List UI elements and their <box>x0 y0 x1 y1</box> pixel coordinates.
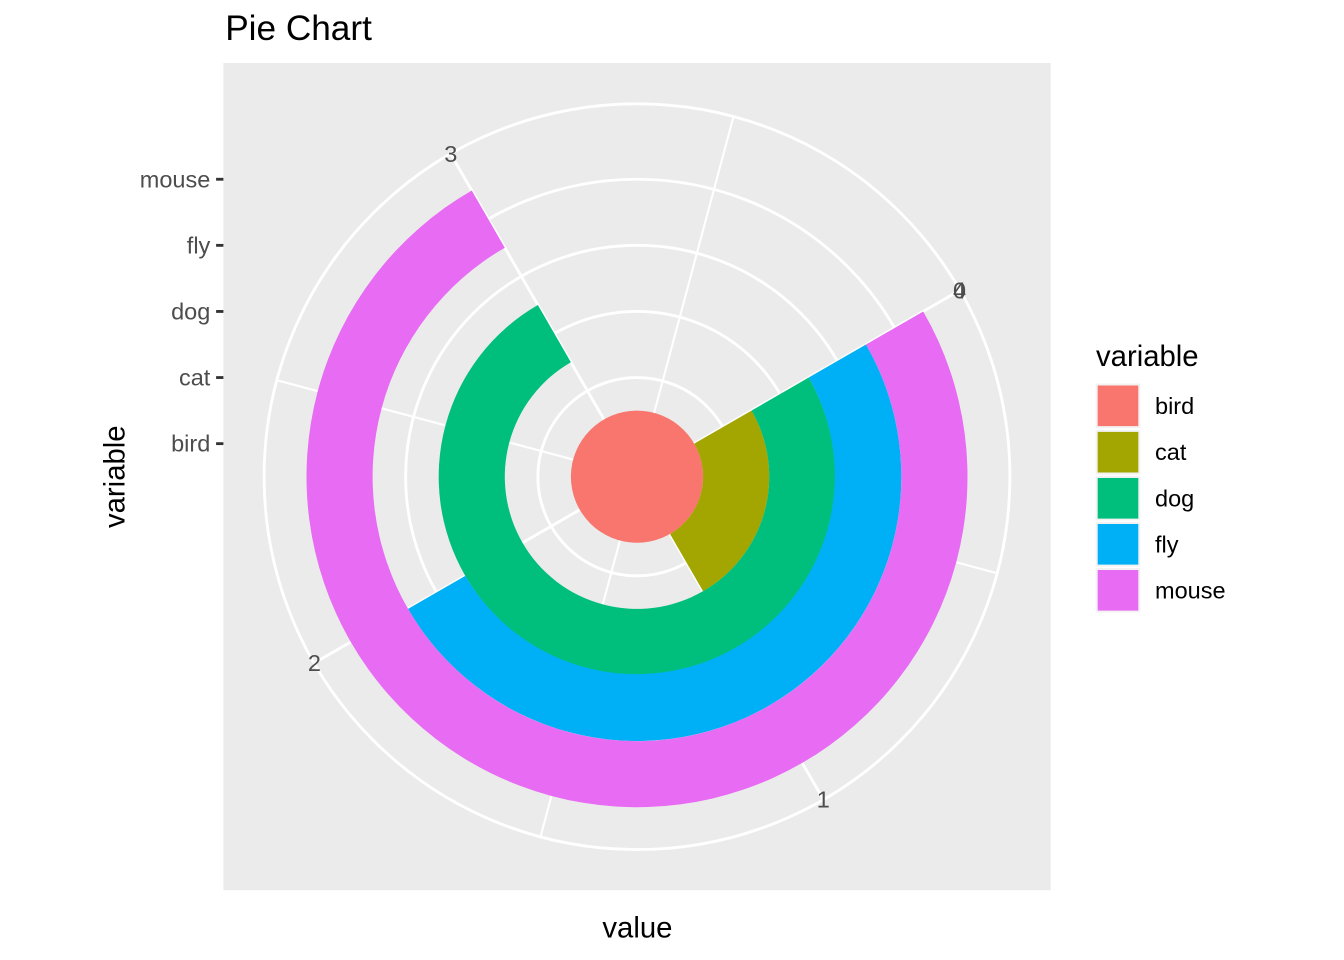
svg-text:1: 1 <box>817 786 830 812</box>
svg-text:dog: dog <box>1155 485 1194 511</box>
svg-text:bird: bird <box>171 431 210 457</box>
svg-text:mouse: mouse <box>1155 577 1226 603</box>
svg-text:0: 0 <box>953 277 966 303</box>
svg-text:value: value <box>602 912 672 945</box>
svg-text:Pie Chart: Pie Chart <box>225 9 372 48</box>
svg-text:dog: dog <box>171 298 210 324</box>
svg-text:4: 4 <box>953 277 966 303</box>
svg-text:variable: variable <box>99 425 132 528</box>
svg-text:fly: fly <box>1155 531 1179 557</box>
svg-text:mouse: mouse <box>140 166 211 192</box>
svg-text:cat: cat <box>179 365 211 391</box>
svg-text:2: 2 <box>308 650 321 676</box>
svg-text:3: 3 <box>444 141 457 167</box>
svg-text:fly: fly <box>187 232 211 258</box>
svg-text:bird: bird <box>1155 393 1194 419</box>
svg-text:cat: cat <box>1155 439 1187 465</box>
svg-text:variable: variable <box>1096 340 1199 373</box>
